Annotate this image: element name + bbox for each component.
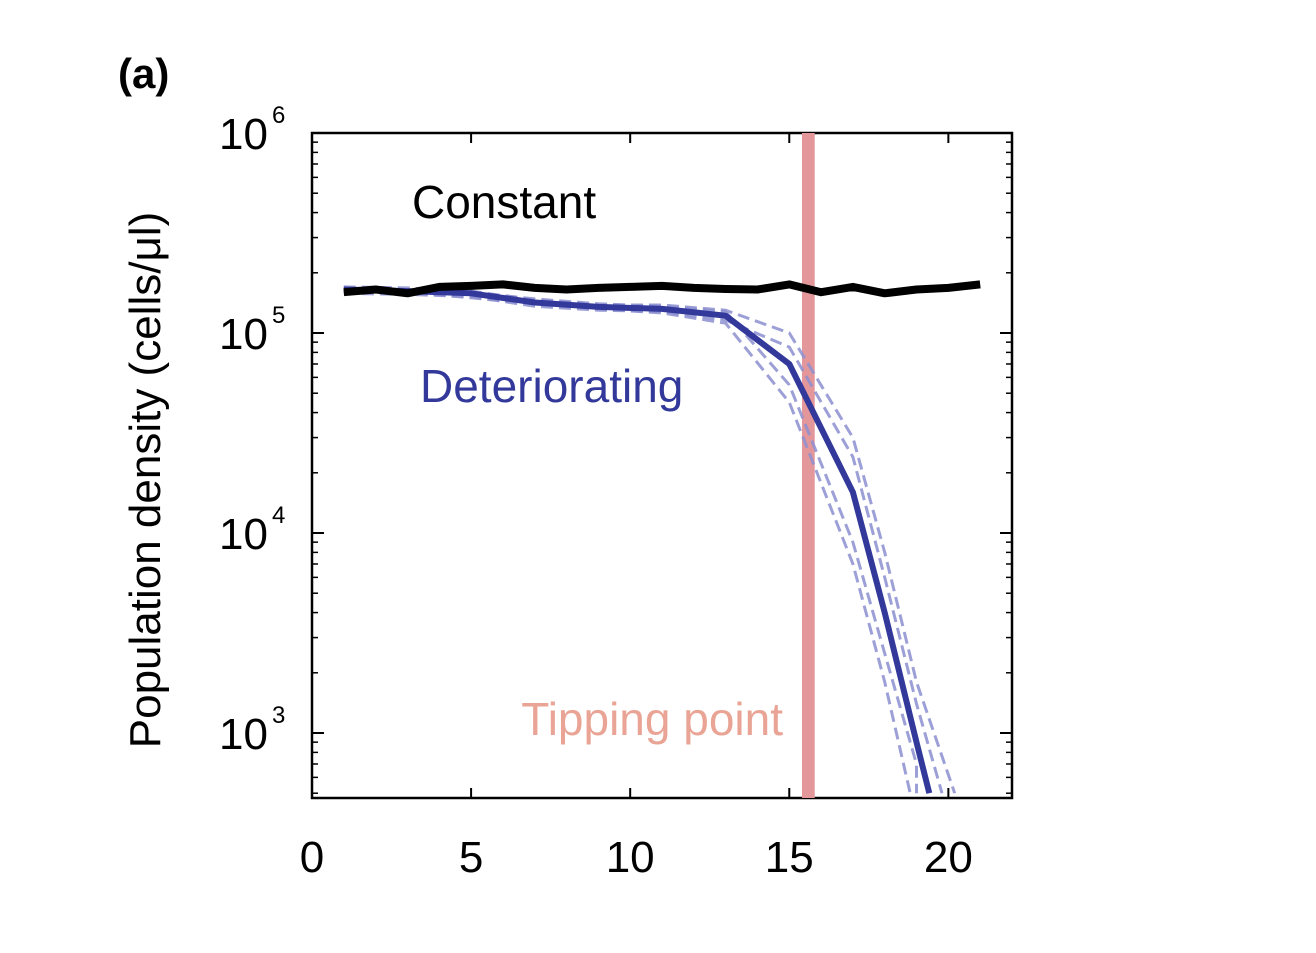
annotation-constant: Constant [412,176,596,228]
y-tick-label: 10 4 [219,502,285,559]
panel-label: (a) [118,50,169,97]
y-tick-exponent: 4 [272,502,285,529]
y-tick-exponent: 6 [272,102,285,129]
x-tick-label: 15 [765,833,814,882]
x-tick-label: 5 [459,833,483,882]
series-line-constant [343,280,981,298]
y-axis-label: Population density (cells/μl) [121,212,170,749]
series-lines [343,280,981,794]
series-line-deteriorating [343,286,933,794]
y-tick-label: 10 5 [219,302,285,359]
x-tick-label: 0 [300,833,324,882]
y-tick-base: 10 [219,110,268,159]
y-tick-exponent: 5 [272,302,285,329]
plot-frame [310,131,1014,800]
x-tick-label: 20 [924,833,973,882]
tipping-point-layer [802,133,815,798]
y-tick-base: 10 [219,510,268,559]
annotation-deteriorating: Deteriorating [420,360,683,412]
y-tick-base: 10 [219,310,268,359]
y-tick-exponent: 3 [272,702,285,729]
y-tick-label: 10 3 [219,702,285,759]
annotation-tipping-point: Tipping point [521,693,783,745]
y-tick-label: 10 6 [219,102,285,159]
y-tick-base: 10 [219,710,268,759]
x-tick-label: 10 [606,833,655,882]
tipping-point-band [802,133,815,798]
